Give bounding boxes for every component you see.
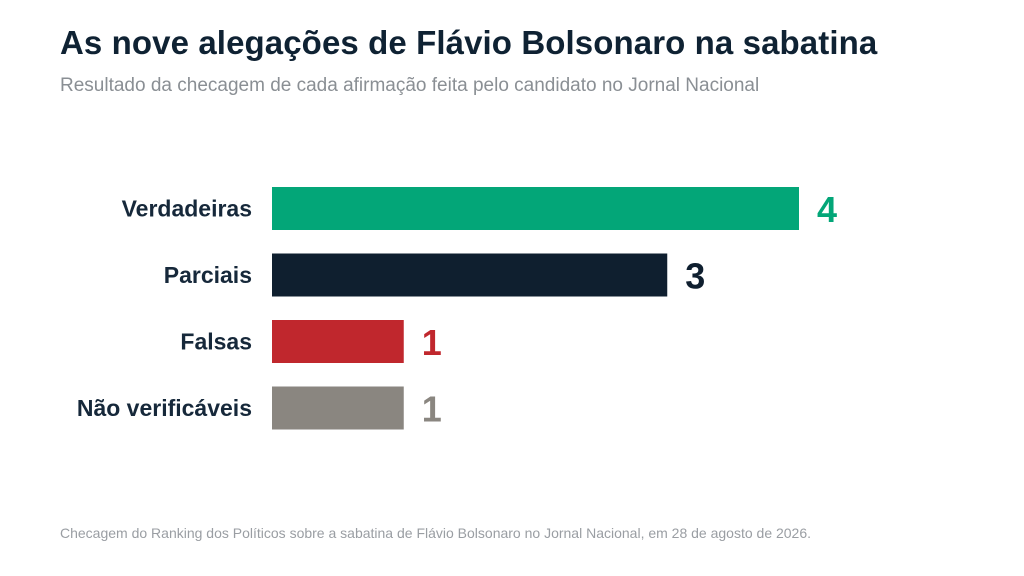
- value-label: 1: [422, 322, 442, 363]
- bar: [272, 187, 799, 230]
- value-label: 4: [817, 189, 837, 230]
- value-label: 3: [685, 256, 705, 297]
- category-label: Não verificáveis: [77, 395, 252, 421]
- chart-title: As nove alegações de Flávio Bolsonaro na…: [60, 24, 878, 61]
- bar: [272, 320, 404, 363]
- chart-subtitle: Resultado da checagem de cada afirmação …: [60, 75, 760, 96]
- category-label: Verdadeiras: [122, 196, 252, 222]
- category-label: Falsas: [180, 329, 252, 355]
- bar: [272, 253, 668, 297]
- value-label: 1: [422, 389, 442, 430]
- bar: [272, 386, 404, 430]
- category-label: Parciais: [164, 262, 252, 288]
- source-note: Checagem do Ranking dos Políticos sobre …: [60, 525, 812, 541]
